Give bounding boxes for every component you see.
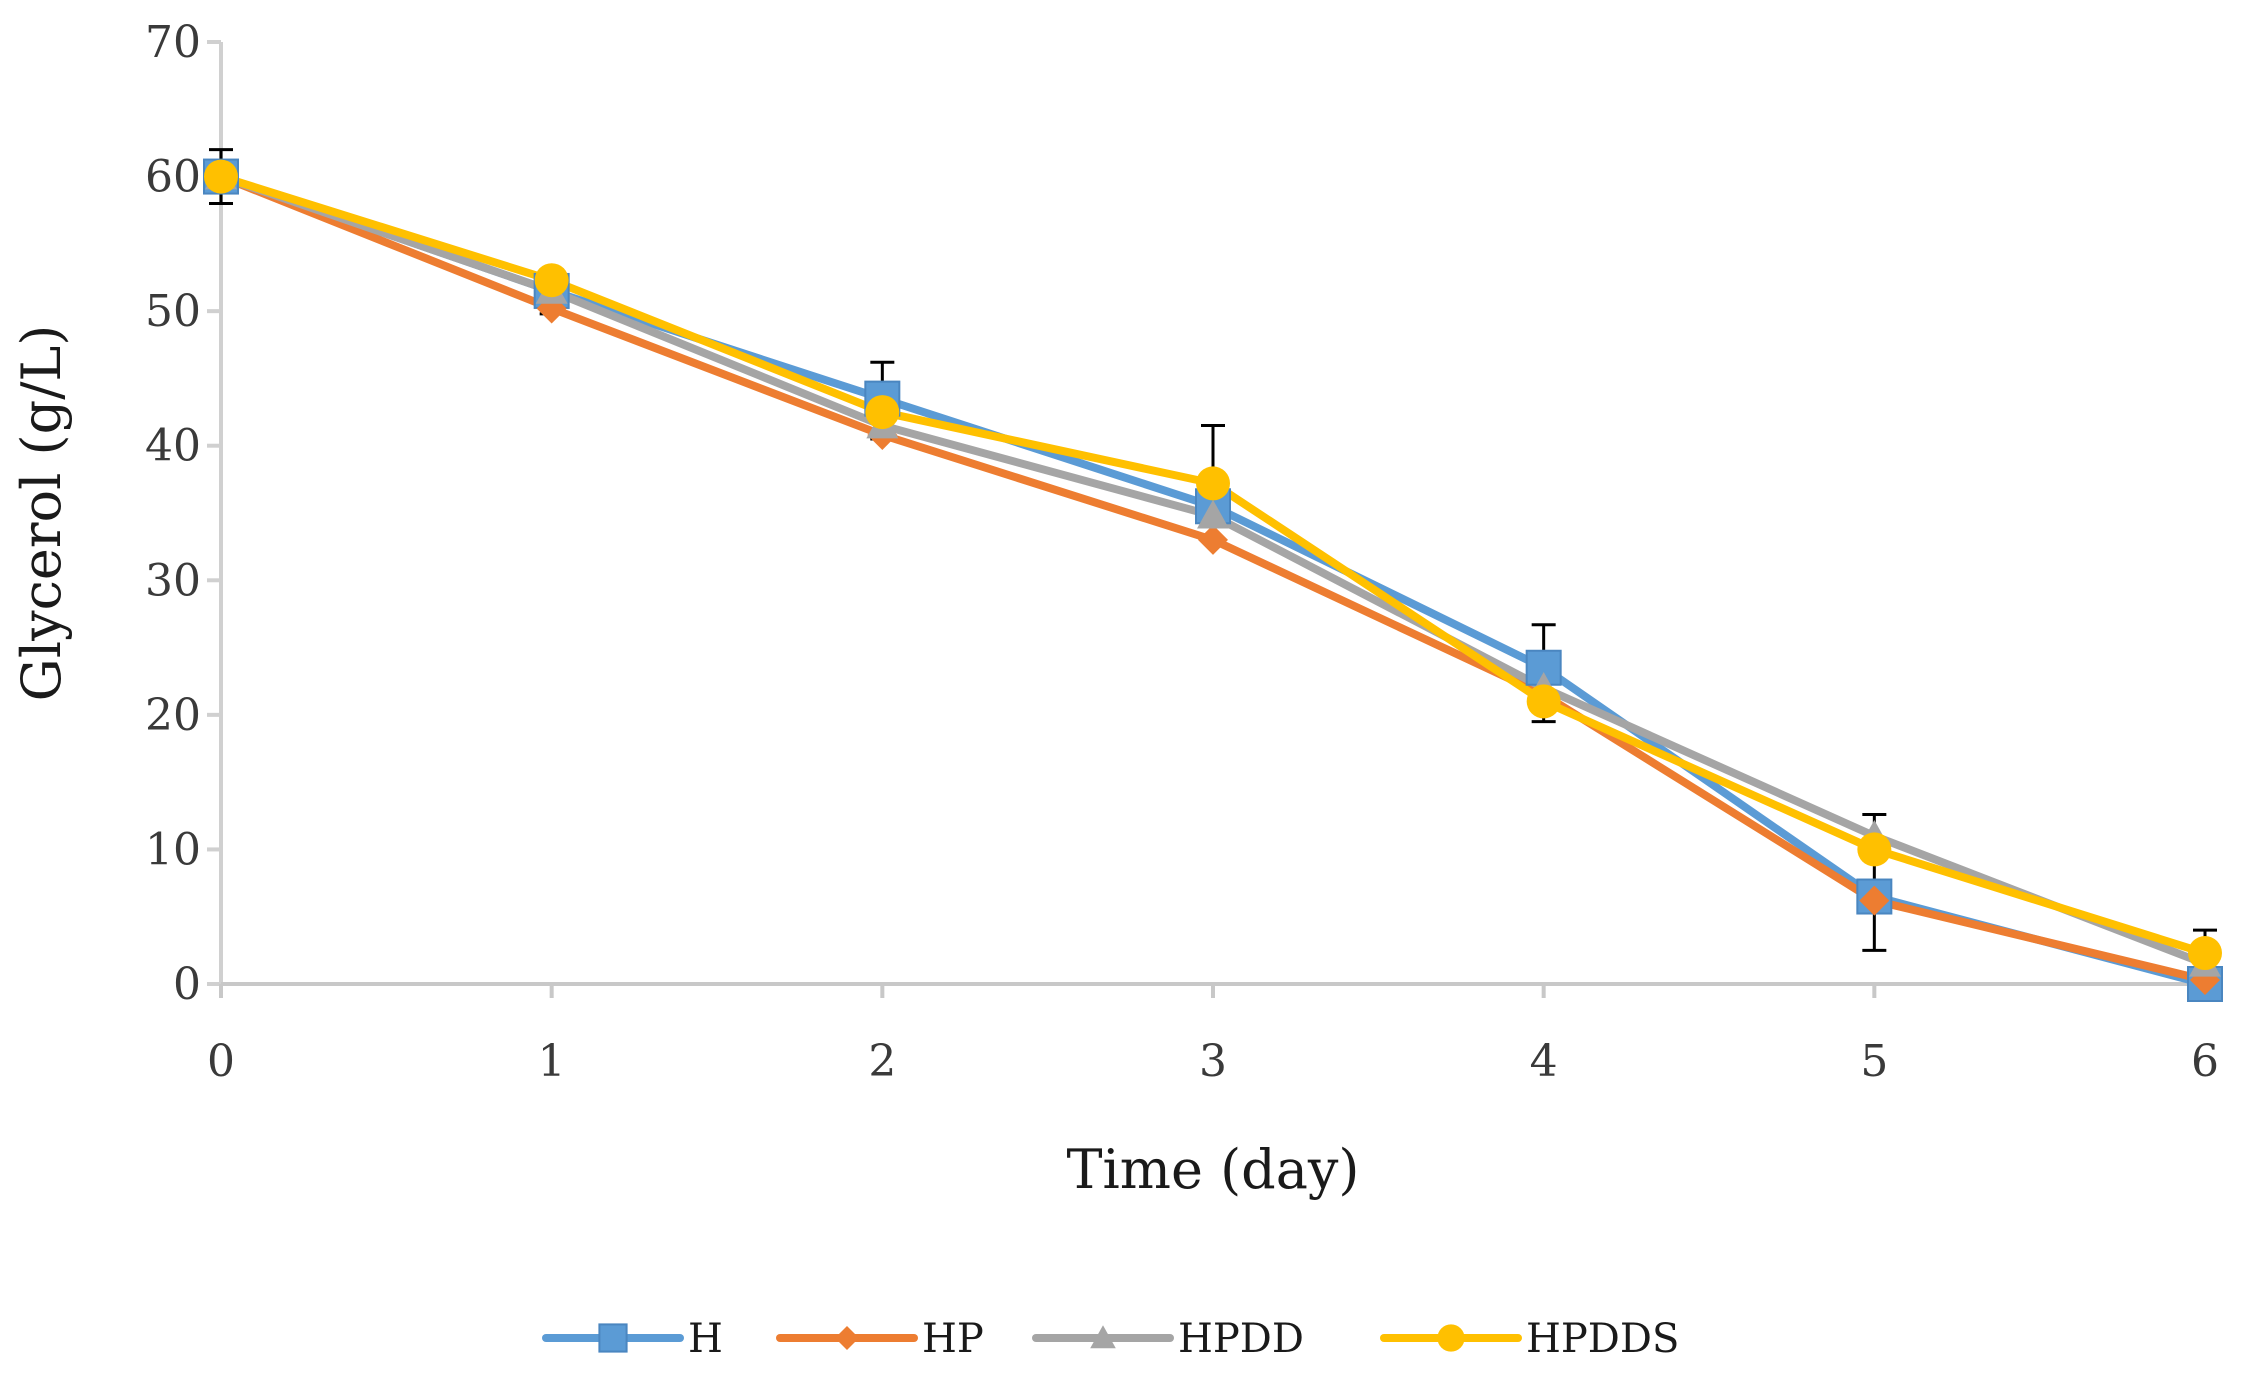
legend-marker-hp xyxy=(835,1326,859,1350)
x-tick-label: 3 xyxy=(1199,1036,1227,1087)
legend-label-hpdd: HPDD xyxy=(1178,1316,1304,1362)
x-tick-label: 0 xyxy=(207,1036,235,1087)
data-point-hpdds xyxy=(1857,832,1892,867)
legend-marker-hpdds xyxy=(1437,1324,1465,1352)
x-tick-label: 5 xyxy=(1860,1036,1888,1087)
data-point-h xyxy=(1525,649,1562,686)
x-tick-label: 2 xyxy=(868,1036,896,1087)
legend-marker-h xyxy=(598,1323,628,1353)
data-point-hpdds xyxy=(204,159,238,194)
y-axis-title: Glycerol (g/L) xyxy=(10,325,73,702)
data-point-hpdds xyxy=(865,395,900,430)
legend-label-hp: HP xyxy=(922,1316,984,1362)
y-tick-label: 70 xyxy=(145,17,201,68)
data-point-hpdds xyxy=(1526,684,1561,719)
data-point-hp xyxy=(1859,885,1890,916)
legend-marker-hpdd xyxy=(1090,1325,1116,1349)
x-axis-title: Time (day) xyxy=(1066,1138,1359,1201)
x-tick-label: 4 xyxy=(1530,1036,1558,1087)
legend: H HP HPDD HPDDS xyxy=(542,1316,1679,1362)
data-point-hpdds xyxy=(2188,936,2222,971)
y-tick-label: 50 xyxy=(145,286,201,337)
y-tick-label: 60 xyxy=(145,152,201,203)
x-tick-label: 6 xyxy=(2191,1036,2219,1087)
y-tick-label: 30 xyxy=(145,555,201,606)
data-point-hpdds xyxy=(1196,466,1230,501)
data-point-hp xyxy=(1198,524,1228,555)
data-point-hpdds xyxy=(534,263,569,298)
y-tick-label: 10 xyxy=(145,824,201,875)
legend-label-h: H xyxy=(688,1316,723,1362)
data-point-hpdd xyxy=(1197,499,1229,529)
y-tick-label: 40 xyxy=(145,421,201,472)
y-tick-label: 20 xyxy=(145,690,201,741)
legend-label-hpdds: HPDDS xyxy=(1526,1316,1679,1362)
x-tick-label: 1 xyxy=(538,1036,566,1087)
y-tick-label: 0 xyxy=(173,959,201,1010)
